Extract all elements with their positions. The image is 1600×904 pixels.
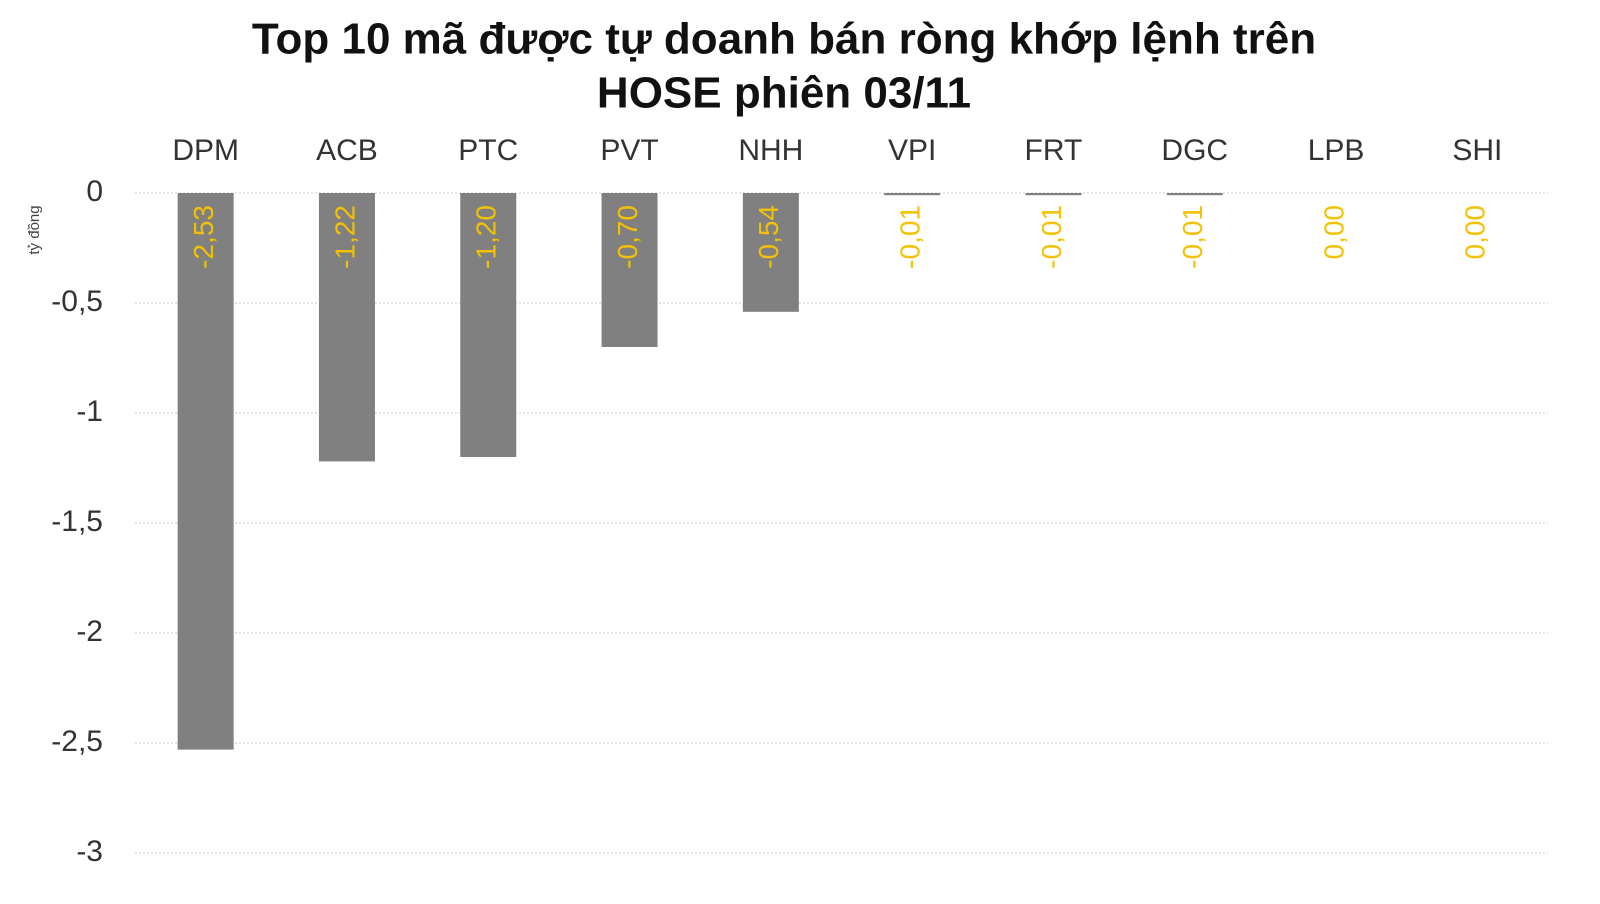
bar	[1166, 193, 1223, 196]
bar	[884, 193, 941, 196]
bar	[601, 193, 658, 347]
x-tick-label: PVT	[600, 134, 658, 167]
x-tick-label: VPI	[888, 134, 936, 167]
value-label: -0,70	[612, 205, 643, 269]
bar	[1025, 193, 1082, 196]
bar	[460, 193, 517, 457]
x-tick-label: FRT	[1025, 134, 1083, 167]
chart-title: HOSE phiên 03/11	[597, 69, 971, 118]
x-tick-label: NHH	[738, 134, 803, 167]
value-label: -1,22	[329, 205, 360, 269]
y-tick-label: -2,5	[51, 725, 103, 758]
y-tick-label: -0,5	[51, 285, 103, 318]
y-tick-label: -3	[76, 835, 103, 868]
x-tick-label: ACB	[316, 134, 378, 167]
y-tick-label: -1	[76, 395, 103, 428]
value-label: -0,54	[753, 205, 784, 269]
x-tick-label: DGC	[1161, 134, 1228, 167]
value-label: -0,01	[1177, 205, 1208, 269]
x-tick-label: PTC	[458, 134, 518, 167]
bar	[177, 193, 234, 750]
value-label: 0,00	[1318, 205, 1349, 260]
value-label: 0,00	[1460, 205, 1491, 260]
bar	[318, 193, 375, 462]
value-label: -2,53	[188, 205, 219, 269]
x-tick-label: SHI	[1452, 134, 1502, 167]
x-tick-label: DPM	[172, 134, 239, 167]
value-label: -1,20	[471, 205, 502, 269]
y-axis-label: tỷ đồng	[26, 205, 43, 254]
x-tick-label: LPB	[1308, 134, 1365, 167]
value-label: -0,01	[1036, 205, 1067, 269]
chart-title: Top 10 mã được tự doanh bán ròng khớp lệ…	[252, 15, 1316, 64]
y-tick-label: 0	[86, 175, 103, 208]
y-tick-label: -1,5	[51, 505, 103, 538]
bar	[742, 193, 799, 312]
value-label: -0,01	[895, 205, 926, 269]
y-tick-label: -2	[76, 615, 103, 648]
